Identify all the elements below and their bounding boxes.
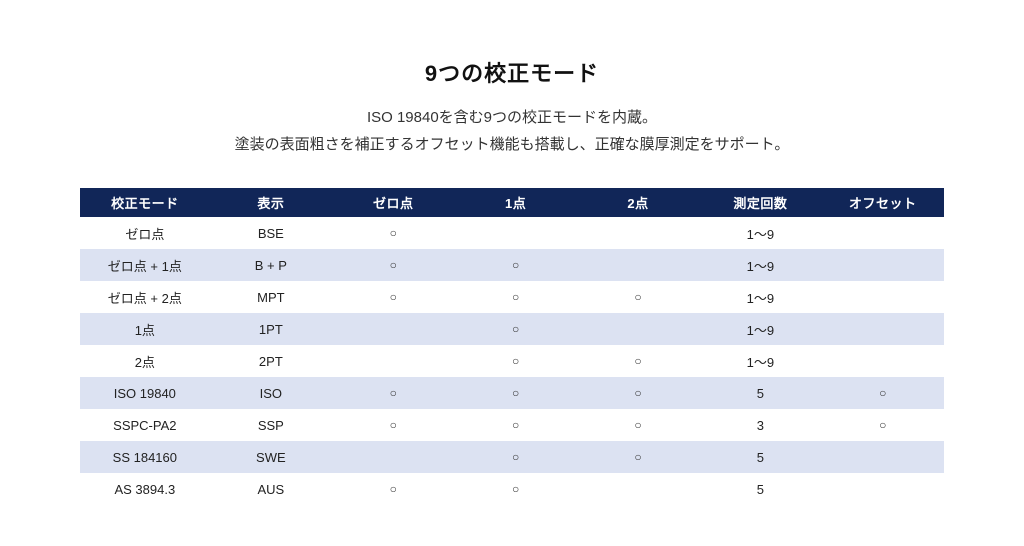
col-header-offset: オフセット [821,188,944,217]
cell-two-point: ○ [634,354,642,368]
table-header: 校正モード 表示 ゼロ点 1点 2点 測定回数 オフセット [80,188,944,217]
table-row: ゼロ点 BSE ○ 1〜9 [80,217,944,249]
cell-display: 2PT [258,353,283,369]
page-title: 9つの校正モード [424,61,600,86]
calibration-modes-table: 校正モード 表示 ゼロ点 1点 2点 測定回数 オフセット ゼロ点 BSE ○ … [80,188,944,505]
cell-one-point: ○ [454,441,577,473]
col-header-two-point: 2点 [576,188,700,217]
col-header-measure-count: 測定回数 [699,188,822,217]
table-row: ゼロ点 + 2点 MPT ○ ○ ○ 1〜9 [80,281,944,313]
cell-measure-count: 3 [756,417,764,433]
cell-zero-point: ○ [389,418,397,432]
table-row: ISO 19840 ISO ○ ○ ○ 5 ○ [80,377,944,409]
cell-two-point: ○ [634,290,642,304]
table-body: ゼロ点 BSE ○ 1〜9 ゼロ点 + 1点 B + P ○ ○ 1〜9 ゼロ点… [80,217,944,505]
cell-measure-count: 5 [699,377,822,409]
cell-offset [821,249,944,281]
cell-offset: ○ [879,418,887,432]
cell-two-point: ○ [576,441,700,473]
cell-mode: SS 184160 [80,441,210,473]
cell-two-point [576,313,700,345]
cell-measure-count: 1〜9 [746,226,775,242]
cell-mode: AS 3894.3 [114,481,176,497]
cell-zero-point [332,313,455,345]
cell-display: MPT [257,289,285,305]
cell-two-point [577,217,699,249]
cell-offset [822,281,944,313]
table-row: SSPC-PA2 SSP ○ ○ ○ 3 ○ [80,409,944,441]
subtitle-line-1: ISO 19840を含む9つの校正モードを内蔵。 [366,109,658,126]
cell-mode: SSPC-PA2 [113,417,177,433]
cell-measure-count: 1〜9 [746,290,775,306]
col-header-one-point: 1点 [454,188,577,217]
cell-zero-point: ○ [389,226,397,240]
cell-one-point: ○ [511,290,520,304]
table-row: 1点 1PT ○ 1〜9 [80,313,944,345]
cell-two-point [576,249,700,281]
cell-mode: 2点 [134,354,155,370]
cell-display: AUS [257,481,285,497]
cell-zero-point: ○ [389,482,397,496]
col-header-mode: 校正モード [80,188,210,217]
cell-one-point: ○ [454,377,577,409]
col-header-zero-point: ゼロ点 [332,188,455,217]
cell-offset [822,345,944,377]
page-subtitle: ISO 19840を含む9つの校正モードを内蔵。 塗装の表面粗さを補正するオフセ… [80,104,944,158]
cell-offset [821,441,944,473]
cell-zero-point: ○ [332,249,455,281]
cell-mode: 1点 [80,313,210,345]
subtitle-line-2: 塗装の表面粗さを補正するオフセット機能も搭載し、正確な膜厚測定をサポート。 [234,136,790,153]
cell-zero-point [332,441,455,473]
cell-mode: ゼロ点 [125,226,165,242]
cell-one-point: ○ [511,482,520,496]
cell-mode: ゼロ点 + 2点 [107,290,182,306]
cell-one-point: ○ [454,249,577,281]
table-row: SS 184160 SWE ○ ○ 5 [80,441,944,473]
cell-offset [822,217,944,249]
cell-two-point: ○ [576,377,700,409]
cell-two-point: ○ [634,418,642,432]
table-row: ゼロ点 + 1点 B + P ○ ○ 1〜9 [80,249,944,281]
table-row: 2点 2PT ○ ○ 1〜9 [80,345,944,377]
cell-measure-count: 1〜9 [699,313,822,345]
cell-two-point [577,473,699,505]
cell-measure-count: 5 [699,441,822,473]
cell-one-point: ○ [511,354,520,368]
cell-offset [821,313,944,345]
cell-display: B + P [209,249,333,281]
header-row: 校正モード 表示 ゼロ点 1点 2点 測定回数 オフセット [80,188,944,217]
cell-one-point: ○ [454,313,577,345]
cell-one-point [454,217,576,249]
cell-offset: ○ [821,377,944,409]
cell-mode: ゼロ点 + 1点 [80,249,210,281]
cell-measure-count: 1〜9 [746,354,775,370]
cell-measure-count: 5 [756,481,764,497]
table-row: AS 3894.3 AUS ○ ○ 5 [80,473,944,505]
cell-mode: ISO 19840 [80,377,210,409]
cell-measure-count: 1〜9 [699,249,822,281]
cell-offset [822,473,944,505]
cell-display: BSE [257,225,284,241]
cell-zero-point [332,345,454,377]
cell-zero-point: ○ [332,377,455,409]
cell-display: SWE [209,441,333,473]
cell-one-point: ○ [511,418,520,432]
cell-display: SSP [257,417,284,433]
cell-display: 1PT [209,313,333,345]
col-header-display: 表示 [209,188,333,217]
cell-display: ISO [209,377,333,409]
cell-zero-point: ○ [389,290,397,304]
